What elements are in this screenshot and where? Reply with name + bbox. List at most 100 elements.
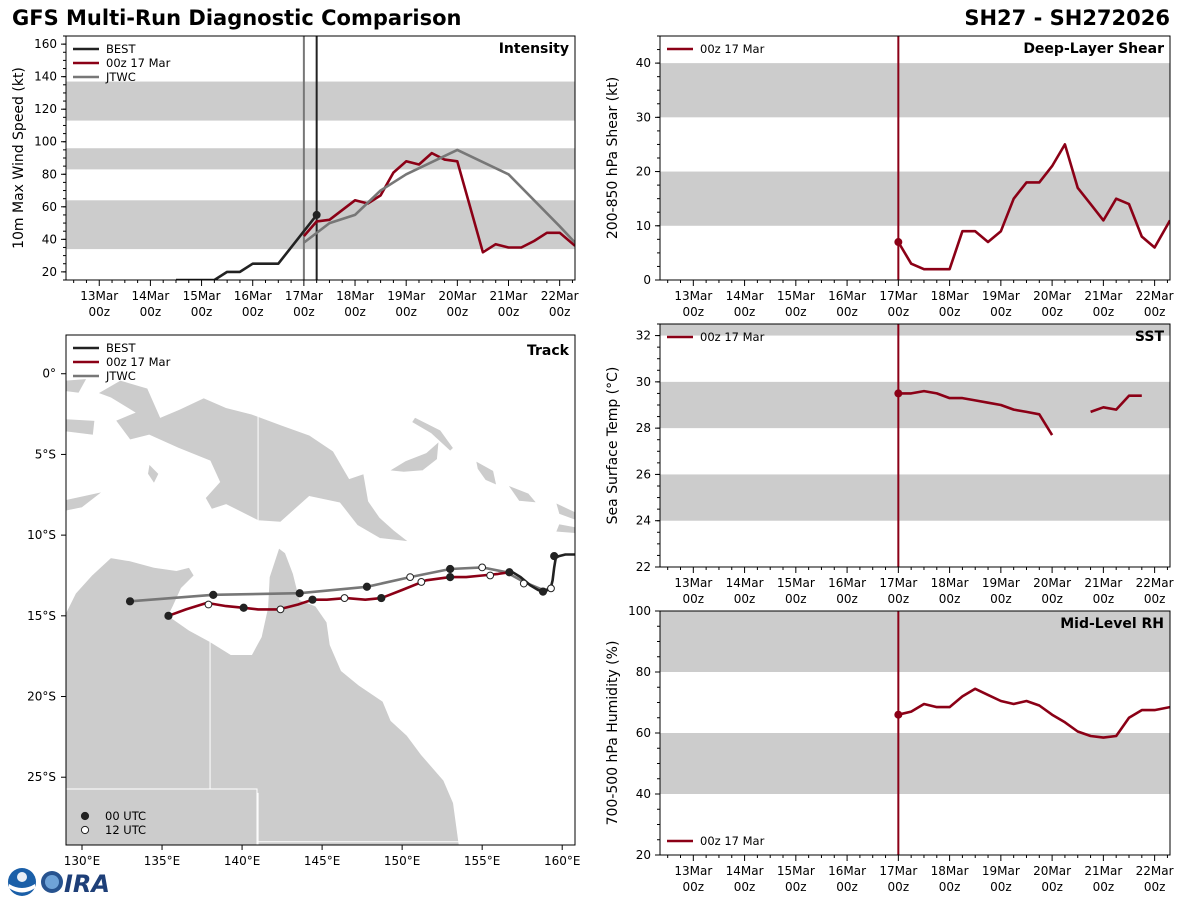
intensity-ytick-label: 120 — [34, 102, 57, 116]
shear-xtick-day: 15Mar — [777, 289, 815, 303]
track-marker-00utc — [239, 603, 248, 612]
sst-ytick-label: 26 — [636, 467, 651, 481]
intensity-xtick-hour: 00z — [395, 305, 417, 319]
sst-band — [660, 381, 1170, 429]
shear-xtick-hour: 00z — [1144, 305, 1166, 319]
australia-landmass — [66, 547, 460, 845]
noaa-cira-logo: IRA — [8, 868, 110, 898]
track-ytick-label: 5°S — [35, 447, 56, 461]
rh-xtick-day: 13Mar — [674, 864, 712, 878]
shear-ytick-label: 10 — [636, 219, 651, 233]
panel-intensity: 20 40 60 80 100 120 140 160 13Mar 00z 14Mar 00z 15Ma… — [11, 35, 579, 319]
intensity-ytick-label: 140 — [34, 70, 57, 84]
sst-xtick-day: 18Mar — [931, 576, 969, 590]
shear-xtick-day: 19Mar — [982, 289, 1020, 303]
sst-xtick-day: 14Mar — [726, 576, 764, 590]
track-marker-12utc — [478, 563, 487, 572]
rh-ytick-label: 80 — [636, 665, 651, 679]
intensity-xtick-hour: 00z — [498, 305, 520, 319]
track-line-00z-17-mar — [167, 570, 510, 618]
shear-legend-label: 00z 17 Mar — [700, 42, 765, 56]
track-marker-00utc — [308, 595, 317, 604]
rh-xtick-day: 17Mar — [879, 864, 917, 878]
shear-xtick-day: 13Mar — [674, 289, 712, 303]
track-marker-00utc — [446, 572, 455, 582]
sst-xtick-day: 19Mar — [982, 576, 1020, 590]
sst-xtick-day: 22Mar — [1136, 576, 1174, 590]
track-ytick-label: 10°S — [27, 528, 56, 542]
intensity-end-marker — [312, 210, 321, 219]
track-marker-12utc — [406, 573, 415, 581]
sst-start-marker — [894, 389, 903, 398]
intensity-ytick-label: 20 — [42, 265, 57, 279]
rh-legend-label: 00z 17 Mar — [700, 834, 765, 848]
track-ytick-label: 20°S — [27, 690, 56, 704]
panel-shear: 0 10 20 30 40 13Mar 00z 14Mar 00z 15Mar 00z 16Mar 00… — [605, 35, 1174, 319]
sst-xtick-hour: 00z — [1041, 592, 1063, 606]
sst-band — [660, 324, 1170, 336]
shear-xtick-day: 17Mar — [879, 289, 917, 303]
intensity-ylabel: 10m Max Wind Speed (kt) — [11, 67, 27, 249]
rh-start-marker — [894, 710, 903, 719]
shear-xtick-day: 21Mar — [1084, 289, 1122, 303]
sst-ytick-label: 30 — [636, 375, 651, 389]
track-marker-12utc — [204, 600, 213, 609]
rh-plot-area — [660, 611, 1170, 855]
rh-band — [660, 611, 1170, 672]
track-marker-00utc — [209, 590, 218, 599]
track-marker-00utc — [362, 582, 372, 591]
marker-legend-label: 12 UTC — [105, 823, 146, 837]
rh-ylabel: 700-500 hPa Humidity (%) — [605, 641, 621, 826]
rh-ytick-label: 40 — [636, 787, 651, 801]
shear-band — [660, 171, 1170, 226]
shear-xtick-hour: 00z — [1041, 305, 1063, 319]
rh-xtick-day: 20Mar — [1033, 864, 1071, 878]
intensity-legend-label: BEST — [106, 42, 136, 56]
intensity-xtick-day: 20Mar — [438, 289, 476, 303]
shear-ytick-label: 0 — [643, 273, 651, 287]
rh-panel-title: Mid-Level RH — [1060, 616, 1164, 632]
marker-legend-symbol — [80, 825, 90, 835]
intensity-band — [66, 200, 575, 250]
intensity-ytick-label: 80 — [42, 167, 57, 181]
track-marker-12utc — [547, 584, 555, 593]
rh-xtick-day: 19Mar — [982, 864, 1020, 878]
sst-ytick-label: 22 — [636, 560, 651, 574]
sst-xtick-day: 17Mar — [879, 576, 917, 590]
aru-island — [147, 463, 160, 485]
intensity-xtick-hour: 00z — [88, 305, 110, 319]
rh-xtick-hour: 00z — [1041, 880, 1063, 894]
bougainville-island — [475, 460, 498, 486]
track-ytick-label: 15°S — [27, 609, 56, 623]
intensity-ytick-label: 40 — [42, 232, 57, 246]
track-marker-00utc — [505, 568, 514, 577]
rh-xtick-day: 22Mar — [1136, 864, 1174, 878]
track-marker-00utc — [538, 587, 548, 596]
track-xtick-label: 150°E — [384, 854, 421, 868]
new-guinea-landmass — [97, 379, 410, 543]
sst-plot-area — [660, 324, 1170, 567]
solomon-island-1 — [506, 484, 538, 504]
sst-xtick-day: 16Mar — [828, 576, 866, 590]
track-frame — [65, 334, 576, 846]
intensity-xtick-day: 17Mar — [285, 289, 323, 303]
track-ytick-label: 0° — [42, 367, 56, 381]
intensity-ytick-label: 160 — [34, 37, 57, 51]
rh-ytick-label: 100 — [628, 604, 651, 618]
intensity-xtick-hour: 00z — [344, 305, 366, 319]
cira-logo-text: IRA — [64, 870, 110, 898]
rh-series-00z-17-mar — [897, 687, 1170, 739]
sst-ytick-label: 32 — [636, 329, 651, 343]
shear-series-00z-17-mar — [897, 143, 1170, 271]
sst-xtick-hour: 00z — [1144, 592, 1166, 606]
shear-start-marker — [894, 238, 903, 247]
shear-xtick-day: 16Mar — [828, 289, 866, 303]
halmahera-island — [66, 378, 88, 394]
rh-xtick-day: 18Mar — [931, 864, 969, 878]
rh-xtick-hour: 00z — [939, 880, 961, 894]
new-britain-island — [388, 440, 440, 473]
shear-xtick-day: 18Mar — [931, 289, 969, 303]
tanimbar-island — [66, 491, 104, 512]
rh-xtick-hour: 00z — [990, 880, 1012, 894]
track-xtick-label: 155°E — [464, 854, 501, 868]
